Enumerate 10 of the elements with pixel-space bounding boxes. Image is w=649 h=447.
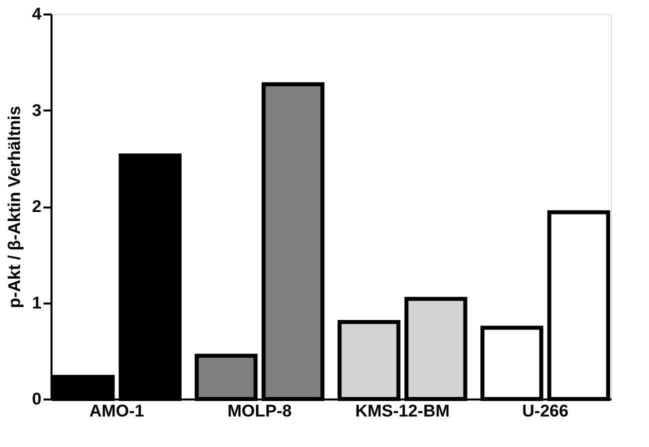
y-axis-title: p-Akt / β-Aktin Verhältnis (5, 106, 24, 308)
x-tick-label: MOLP-8 (227, 402, 292, 420)
y-tick-label: 1 (32, 293, 42, 312)
x-tick-label: AMO-1 (89, 402, 144, 420)
y-tick-label: 4 (32, 4, 42, 24)
y-tick-label: 0 (32, 390, 42, 408)
x-tick-label: KMS-12-BM (355, 402, 450, 420)
y-tick-label: 2 (32, 197, 42, 216)
x-tick-label: U-266 (522, 402, 568, 420)
y-tick-label: 3 (32, 100, 42, 120)
